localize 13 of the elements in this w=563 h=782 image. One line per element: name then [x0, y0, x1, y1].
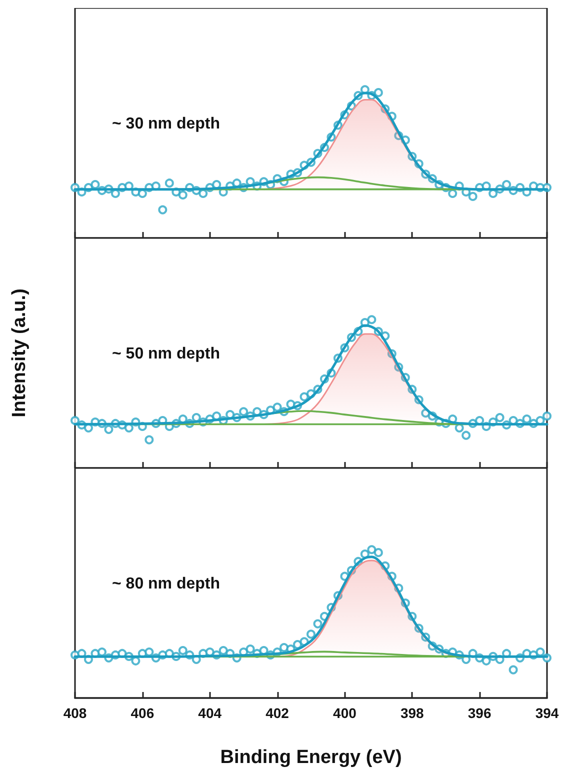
- x-tick-label: 402: [266, 705, 290, 721]
- x-axis-title: Binding Energy (eV): [220, 747, 402, 768]
- x-tick-label: 408: [63, 705, 87, 721]
- x-tick-label: 400: [333, 705, 357, 721]
- x-tick-label: 394: [535, 705, 559, 721]
- y-axis-title: Intensity (a.u.): [9, 288, 30, 418]
- x-tick-label: 404: [198, 705, 222, 721]
- annotation: ~ 80 nm depth: [112, 576, 220, 593]
- x-tick-label: 398: [400, 705, 424, 721]
- x-tick-label: 406: [130, 705, 154, 721]
- x-tick-label: 396: [468, 705, 492, 721]
- annotation: ~ 30 nm depth: [112, 116, 220, 133]
- annotation: ~ 50 nm depth: [112, 346, 220, 363]
